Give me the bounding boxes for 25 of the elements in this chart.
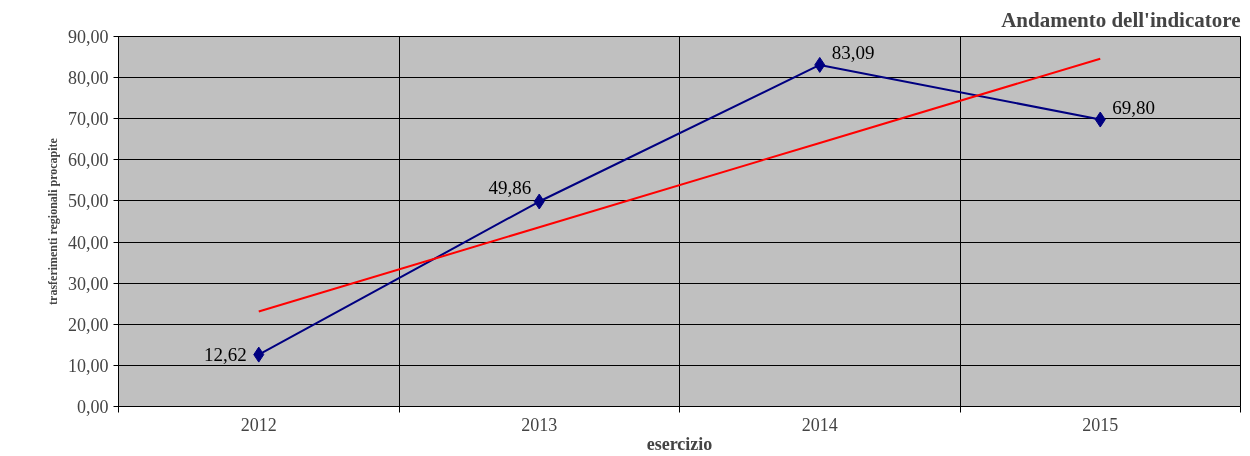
y-tick-label: 60,00 [68, 150, 109, 171]
x-tick-label: 2012 [240, 414, 277, 435]
data-label: 49,86 [488, 176, 532, 198]
chart-title: Andamento dell'indicatore [1001, 7, 1241, 32]
x-tick-label: 2015 [1082, 414, 1119, 435]
y-tick-label: 40,00 [68, 232, 109, 253]
data-label: 83,09 [831, 41, 875, 63]
y-tick-label: 10,00 [68, 355, 109, 376]
y-tick-label: 20,00 [68, 314, 109, 335]
x-tick-label: 2014 [801, 414, 838, 435]
point [253, 346, 265, 363]
data-label: 69,80 [1112, 96, 1155, 118]
x-axis-title: esercizio [646, 433, 713, 454]
y-axis-title: trasferimenti regionali procapite [46, 137, 60, 305]
data-label: 12,62 [204, 344, 247, 366]
point [533, 193, 545, 210]
y-tick-label: 80,00 [68, 68, 109, 89]
y-tick-label: 0,00 [77, 397, 109, 417]
y-tick-label: 30,00 [68, 273, 109, 294]
y-tick-label: 70,00 [68, 109, 109, 130]
y-tick-label: 90,00 [68, 27, 109, 47]
point [1094, 111, 1106, 128]
point [814, 56, 826, 73]
y-tick-label: 50,00 [68, 191, 109, 212]
x-tick-label: 2013 [521, 414, 558, 435]
